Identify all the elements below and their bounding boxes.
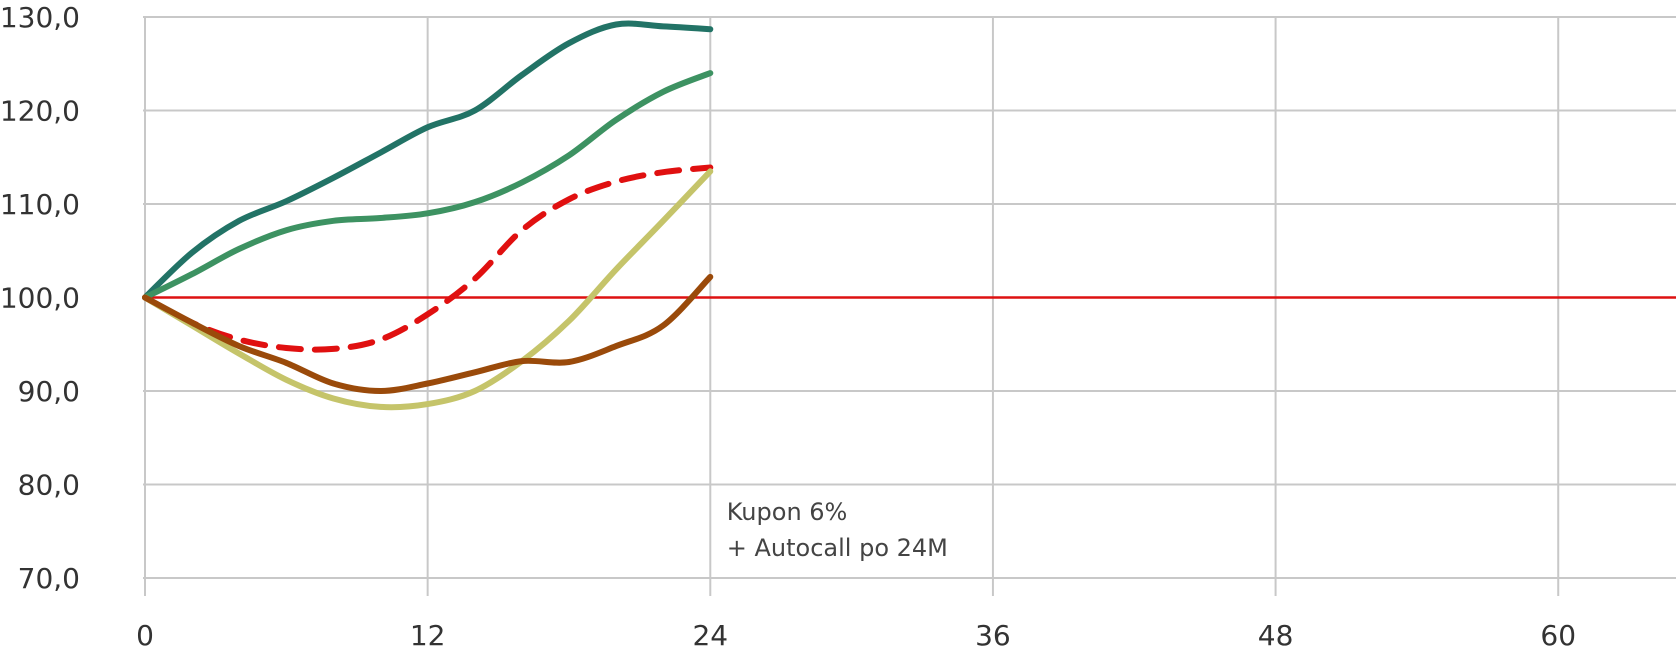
y-tick-label: 110,0	[0, 188, 80, 221]
series-line-2	[142, 70, 714, 301]
y-tick-label: 130,0	[0, 1, 80, 34]
y-axis-tick-labels: 70,0 80,0 90,0 100,0 110,0 120,0 130,0	[0, 1, 80, 595]
annotation-line-2: + Autocall po 24M	[727, 534, 948, 562]
y-tick-label: 70,0	[18, 562, 80, 595]
annotation-line-1: Kupon 6%	[727, 498, 848, 526]
x-tick-label: 12	[410, 619, 446, 652]
x-tick-label: 48	[1258, 619, 1294, 652]
x-tick-label: 0	[136, 619, 154, 652]
y-tick-label: 120,0	[0, 95, 80, 128]
series-group	[142, 20, 714, 411]
series-line-5	[142, 273, 714, 394]
x-tick-label: 24	[692, 619, 728, 652]
series-line-4	[142, 168, 714, 411]
x-tick-label: 36	[975, 619, 1011, 652]
annotation-text: Kupon 6% + Autocall po 24M	[727, 498, 948, 562]
x-tick-label: 60	[1540, 619, 1576, 652]
x-axis-tick-labels: 0 12 24 36 48 60	[136, 619, 1576, 652]
series-line-3	[142, 164, 714, 353]
series-line-1	[142, 20, 714, 301]
y-tick-label: 80,0	[18, 469, 80, 502]
gridlines	[143, 16, 1676, 596]
y-tick-label: 100,0	[0, 282, 80, 315]
y-tick-label: 90,0	[18, 375, 80, 408]
